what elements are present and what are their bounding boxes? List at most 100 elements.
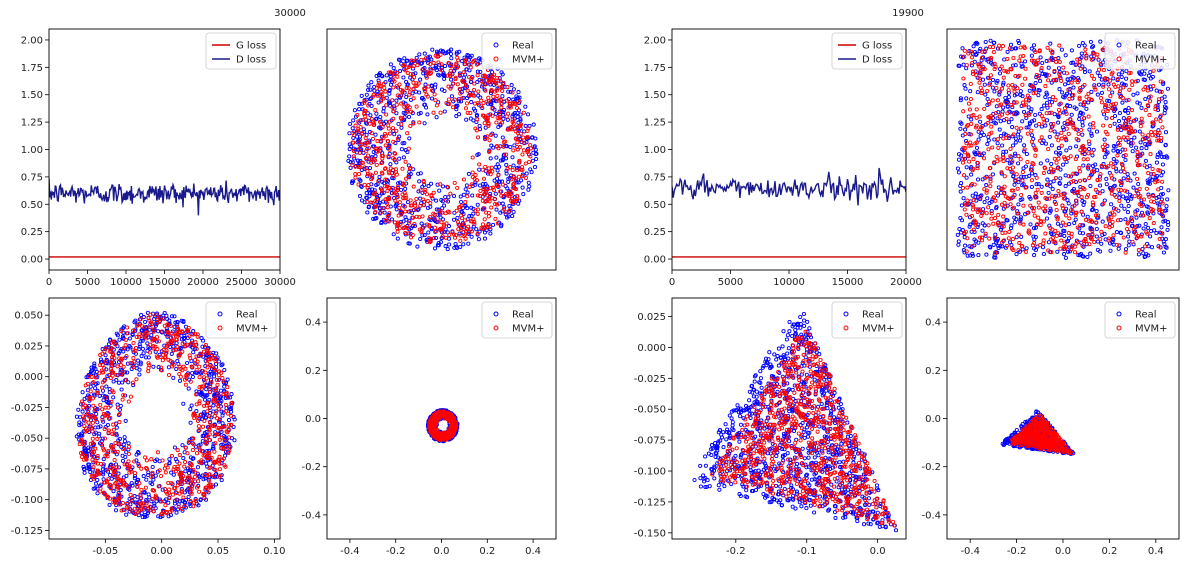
scatter-point [193,496,198,502]
scatter-point [366,83,371,88]
scatter-point [150,497,155,502]
scatter-point [449,422,454,427]
scatter-point [422,88,427,93]
scatter-point [510,200,515,205]
scatter-point [1063,184,1068,189]
scatter-point [1129,196,1134,201]
scatter-point [143,485,148,490]
scatter-point [1124,76,1129,81]
scatter-point [505,117,510,122]
scatter-point [1039,184,1044,189]
scatter-point [414,207,419,212]
scatter-point [218,400,223,405]
scatter-point [211,397,216,402]
scatter-point [111,427,116,432]
scatter-point [1040,60,1045,66]
scatter-point [181,401,186,406]
scatter-point [440,210,445,215]
scatter-point [115,405,121,410]
scatter-point [418,110,423,116]
scatter-point [172,324,177,329]
scatter-point [428,239,433,244]
scatter-point [174,466,179,471]
scatter-point [204,382,209,387]
scatter-point [1080,120,1085,125]
scatter-point [522,140,527,145]
scatter-point [124,512,129,517]
scatter-point [1102,155,1107,160]
scatter-point [511,174,516,179]
scatter-point [386,195,391,200]
scatter-point [348,121,353,126]
scatter-point [525,148,530,153]
scatter-point [149,457,154,462]
scatter-point [118,403,123,408]
scatter-point [383,166,388,171]
x-tick-label: 0.0 [434,546,450,557]
scatter-point [455,82,460,87]
y-tick-label: 1.50 [21,90,43,101]
scatter-point [990,77,996,83]
scatter-point [401,63,406,68]
scatter-point [510,155,515,160]
scatter-point [475,211,480,216]
scatter-point [394,102,399,107]
scatter-point [489,87,494,93]
scatter-point [381,109,386,114]
scatter-point [433,82,438,87]
scatter-point [399,116,404,121]
scatter-point [520,174,525,179]
scatter-point [225,411,231,416]
scatter-point [355,134,360,139]
scatter-point [397,82,402,87]
scatter-point [503,156,509,161]
scatter-point [381,82,386,87]
scatter-point [81,442,86,447]
scatter-point [174,490,179,496]
scatter-point [146,470,151,475]
scatter-point [1055,221,1060,226]
scatter-point [148,504,153,509]
scatter-point [1141,226,1146,231]
scatter-point [219,461,224,466]
scatter-point [166,333,171,338]
scatter-point [525,128,530,133]
y-tick-label: 2.00 [21,35,43,46]
scatter-point [493,133,498,138]
scatter-point [448,424,454,429]
scatter-point [174,366,179,372]
scatter-point [391,173,396,178]
scatter-point [1104,116,1109,121]
scatter-point [483,88,488,93]
scatter-point [101,470,106,475]
legend-label: G loss [236,41,266,52]
scatter-point [128,345,133,350]
scatter-point [475,207,480,212]
scatter-point [176,466,181,472]
scatter-point [173,469,178,474]
scatter-point [401,181,406,186]
scatter-point [416,81,421,86]
scatter-point [120,397,125,402]
scatter-point [495,93,500,98]
y-tick-label: 0.50 [21,200,43,211]
scatter-point [219,363,224,368]
scatter-point [463,200,468,205]
scatter-point [1047,96,1052,102]
scatter-point [963,243,968,248]
scatter-point [447,232,452,237]
scatter-point [444,198,449,203]
scatter-point [1027,88,1032,93]
scatter-point [123,337,129,342]
scatter-point [404,217,409,222]
scatter-point [190,482,195,487]
scatter-point [188,503,193,509]
scatter-point [100,380,105,385]
scatter-point [91,380,96,385]
scatter-point [156,329,161,334]
scatter-series-mvmplus [350,52,533,245]
scatter-point [501,206,507,211]
scatter-point [1046,190,1051,195]
scatter-point [414,104,419,109]
scatter-point [174,497,179,502]
